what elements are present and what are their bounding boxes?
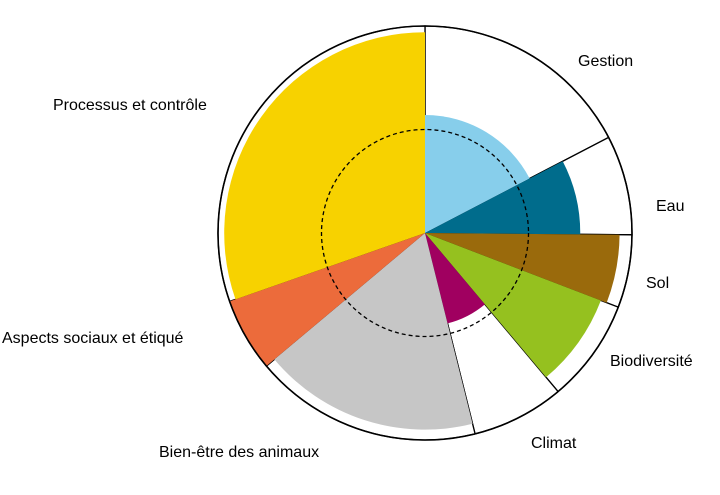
label-processus-et-controle: Processus et contrôle [53,97,207,114]
category-labels: Gestion Eau Sol Biodiversité Climat Bien-être… [2,53,693,461]
reference-circle [320,128,530,338]
label-aspects-sociaux-et-etique: Aspects sociaux et étiqué [2,330,184,347]
sector-climat [425,233,485,324]
sector-fills [224,32,620,430]
label-climat: Climat [531,435,577,452]
label-sol: Sol [646,275,669,292]
sector-gestion [425,115,530,233]
sector-processus-et-controle [224,32,425,300]
sector-eau [425,161,581,235]
sector-aspects-sociaux-et-etique [229,233,425,367]
label-bien-etre-des-animaux: Bien-être des animaux [159,444,319,461]
label-biodiversite: Biodiversité [610,353,693,370]
sector-bien-etre-des-animaux [274,233,473,430]
sector-biodiversite [425,233,601,378]
label-gestion: Gestion [578,53,633,70]
outer-circle [217,25,633,441]
label-eau: Eau [656,198,684,215]
